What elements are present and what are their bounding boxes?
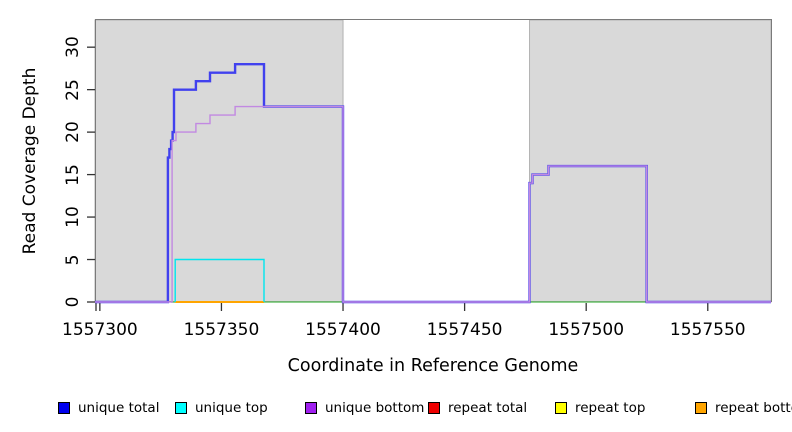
legend-swatch bbox=[428, 402, 440, 414]
x-tick-label: 1557500 bbox=[548, 320, 625, 340]
legend-swatch bbox=[695, 402, 707, 414]
legend-item-repeat-total: repeat total bbox=[428, 400, 528, 416]
y-tick-label: 15 bbox=[63, 163, 83, 186]
x-axis-title: Coordinate in Reference Genome bbox=[287, 356, 579, 376]
legend-label: repeat top bbox=[575, 400, 646, 416]
legend-swatch bbox=[305, 402, 317, 414]
x-tick-label: 1557550 bbox=[669, 320, 746, 340]
legend-item-unique-bottom: unique bottom bbox=[305, 400, 425, 416]
x-tick-label: 1557450 bbox=[426, 320, 503, 340]
legend-label: unique top bbox=[195, 400, 268, 416]
y-axis-title: Read Coverage Depth bbox=[20, 67, 40, 255]
y-tick-label: 10 bbox=[63, 206, 83, 228]
x-tick-label: 1557350 bbox=[183, 320, 260, 340]
shaded-region bbox=[94, 19, 344, 303]
legend-item-unique-top: unique top bbox=[175, 400, 268, 416]
series-unique-top bbox=[174, 258, 265, 302]
y-tick-label: 20 bbox=[63, 121, 83, 143]
legend-swatch bbox=[555, 402, 567, 414]
legend-label: repeat total bbox=[448, 400, 528, 416]
y-tick-label: 0 bbox=[63, 296, 83, 308]
y-tick-label: 5 bbox=[63, 254, 83, 265]
legend-label: unique bottom bbox=[325, 400, 425, 416]
legend-item-repeat-bottom: repeat bottom bbox=[695, 400, 792, 416]
series-unique-bottom bbox=[95, 105, 771, 303]
legend-label: unique total bbox=[78, 400, 160, 416]
y-tick-label: 25 bbox=[63, 78, 83, 101]
y-tick-label: 30 bbox=[63, 36, 83, 58]
x-tick-label: 1557300 bbox=[62, 320, 138, 340]
legend-label: repeat bottom bbox=[715, 400, 792, 416]
x-tick-label: 1557400 bbox=[305, 320, 381, 340]
shaded-region bbox=[529, 19, 772, 303]
legend-item-repeat-top: repeat top bbox=[555, 400, 646, 416]
legend-swatch bbox=[175, 402, 187, 414]
legend-swatch bbox=[58, 402, 70, 414]
legend-item-unique-total: unique total bbox=[58, 400, 160, 416]
